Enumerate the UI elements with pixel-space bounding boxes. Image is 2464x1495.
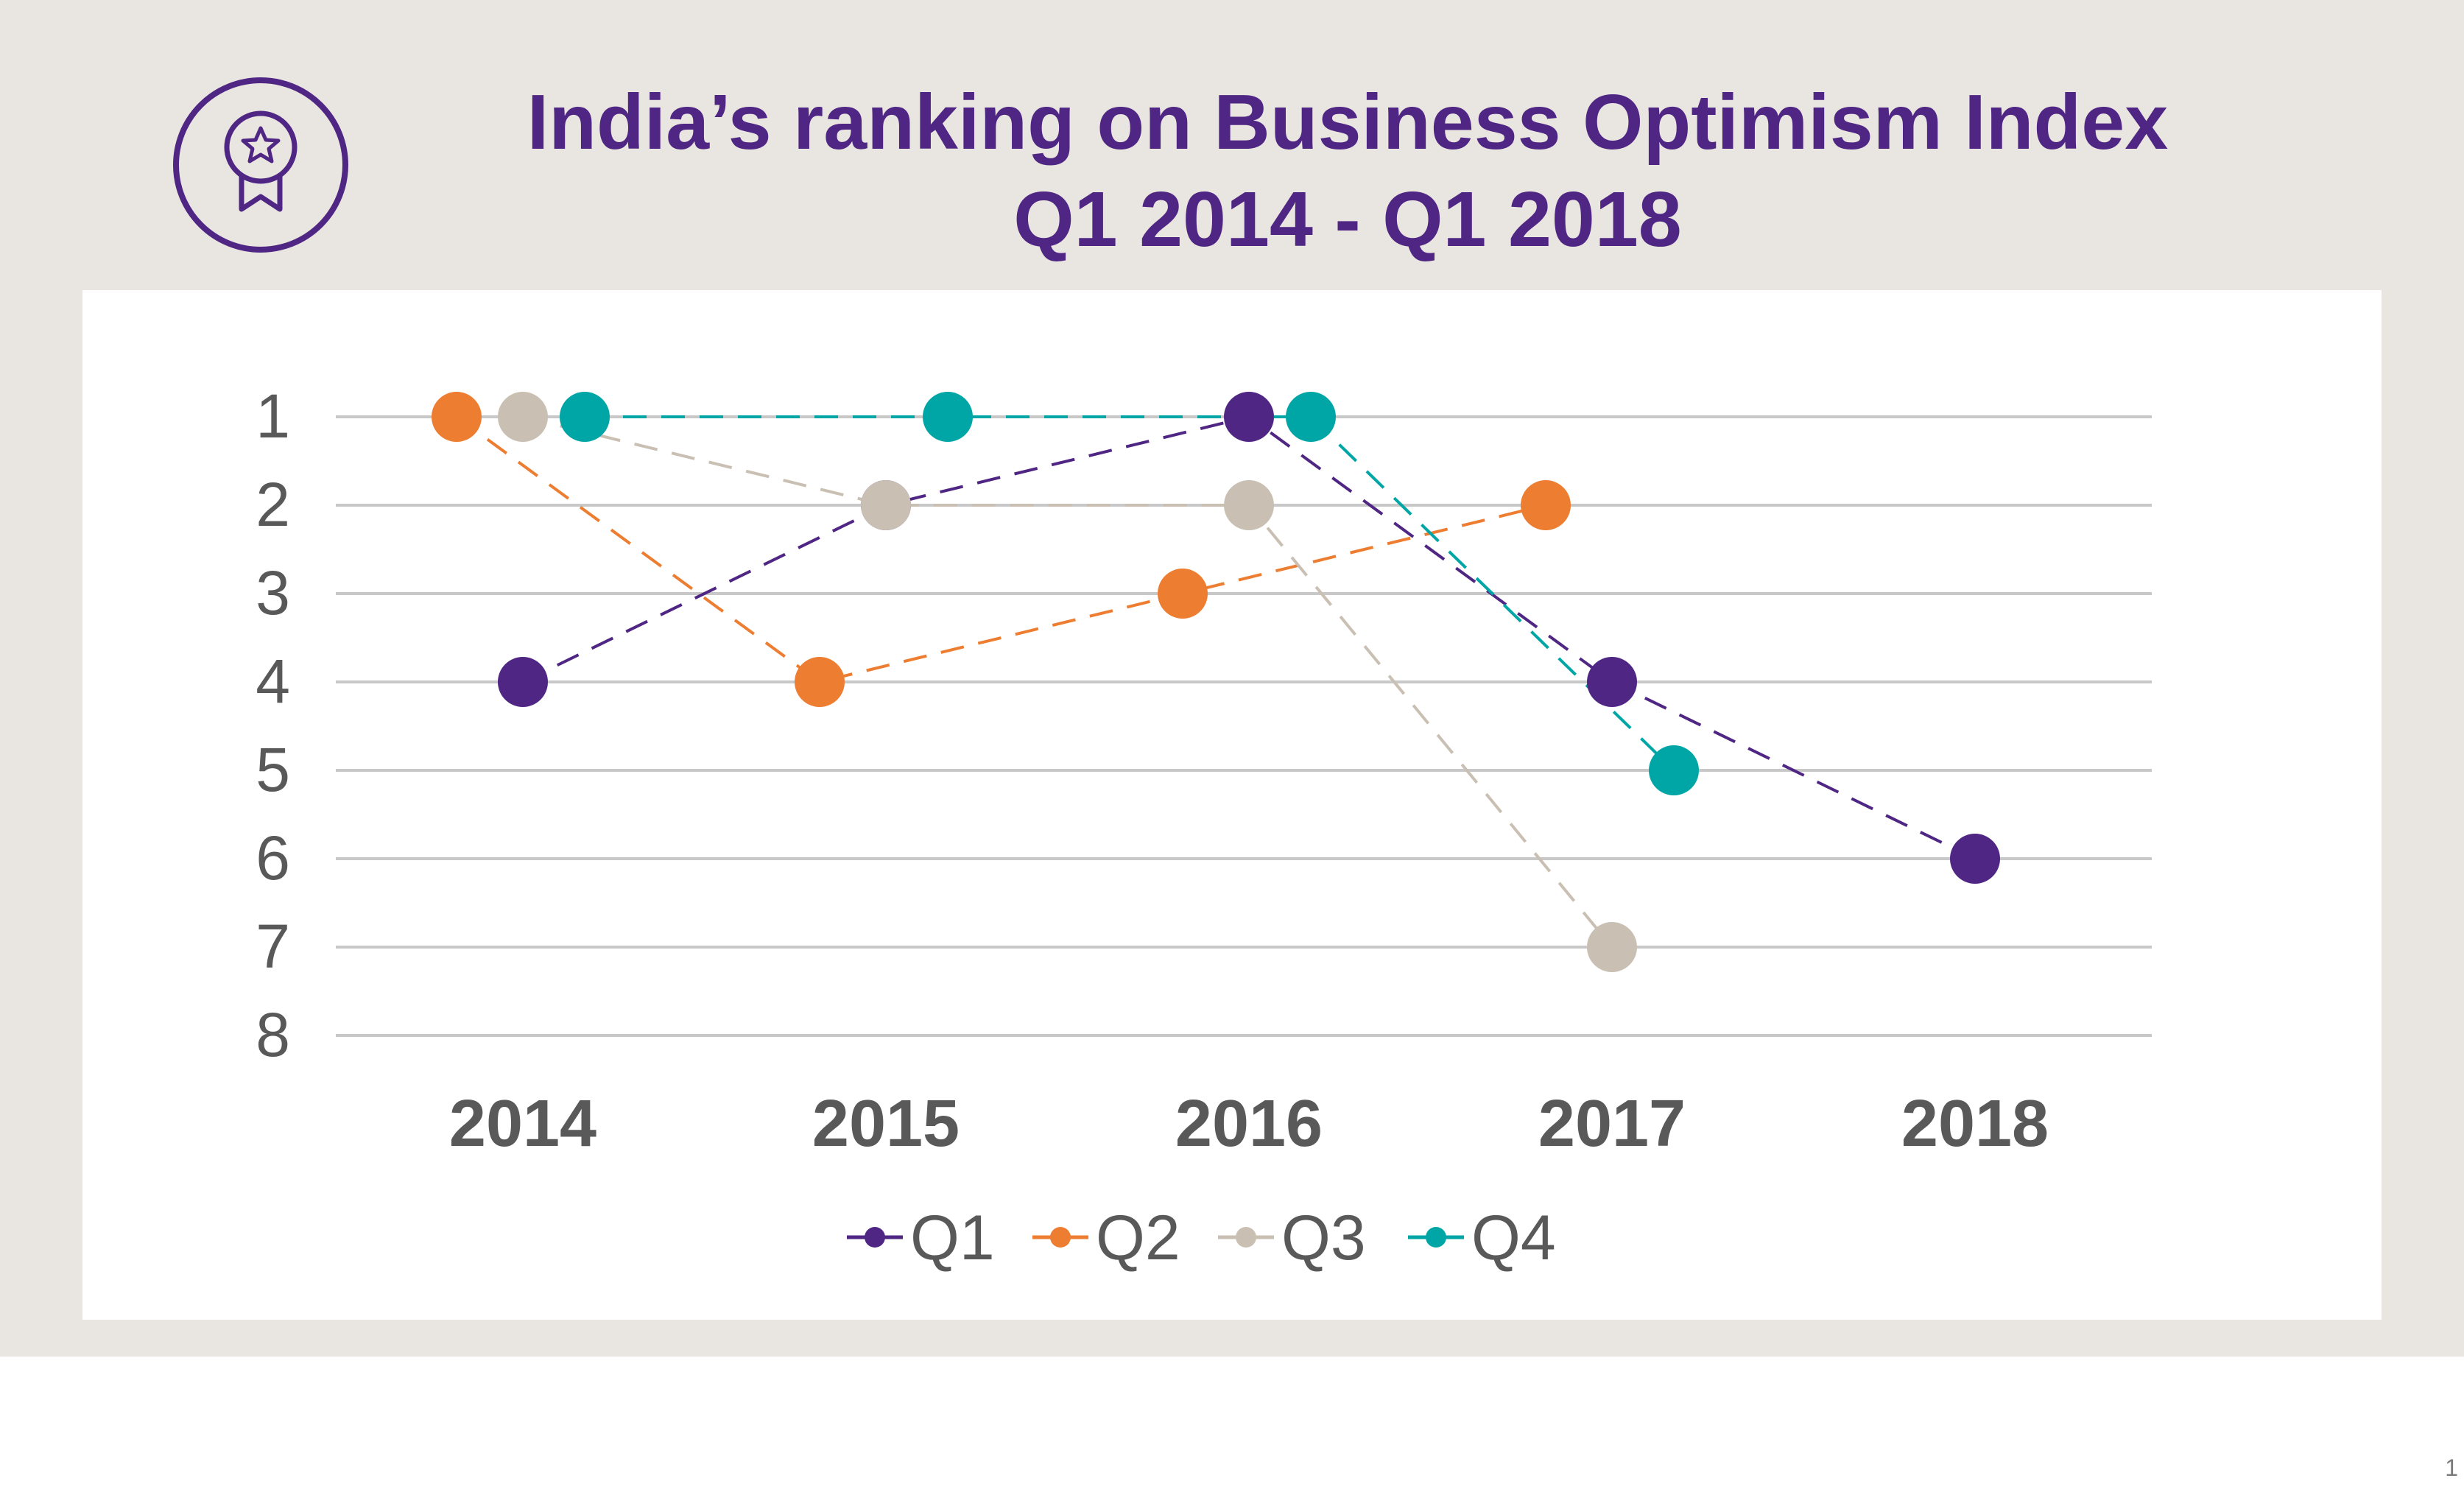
x-tick-label: 2016 <box>1175 1087 1323 1161</box>
legend-marker-q4 <box>1426 1227 1446 1248</box>
legend-label-q1: Q1 <box>910 1203 995 1273</box>
line-chart: 1 2 3 4 5 6 7 8 2014 2015 2016 2017 2018 Q1 Q2 Q3 Q4 <box>256 381 2152 1273</box>
y-tick-label: 5 <box>256 735 290 804</box>
award-badge-icon <box>173 77 348 253</box>
legend-label-q4: Q4 <box>1471 1203 1556 1273</box>
data-point-q3 <box>861 480 911 530</box>
data-point-q4 <box>1649 745 1699 795</box>
y-tick-label: 4 <box>256 647 290 716</box>
data-point-q2 <box>432 392 482 442</box>
x-tick-label: 2018 <box>1901 1087 2049 1161</box>
legend-label-q2: Q2 <box>1096 1203 1180 1273</box>
data-point-q4 <box>560 392 610 442</box>
series-line-q3 <box>522 415 1613 949</box>
legend-marker-q1 <box>865 1227 885 1248</box>
data-point-q1 <box>498 657 548 707</box>
chart-panel: 1 2 3 4 5 6 7 8 2014 2015 2016 2017 2018 Q1 Q2 Q3 Q4 <box>82 290 2382 1320</box>
data-point-q3 <box>498 392 548 442</box>
y-tick-label: 2 <box>256 470 290 539</box>
legend-label-q3: Q3 <box>1281 1203 1366 1273</box>
data-point-q2 <box>1521 480 1571 530</box>
y-tick-label: 3 <box>256 558 290 627</box>
series-line-q2 <box>455 415 1546 684</box>
y-tick-label: 1 <box>256 381 290 451</box>
data-point-q2 <box>795 657 845 707</box>
series-line-q4 <box>585 415 1675 772</box>
legend-marker-q3 <box>1236 1227 1256 1248</box>
data-point-q3 <box>1587 922 1637 972</box>
data-point-q2 <box>1158 569 1208 619</box>
data-point-q3 <box>1224 480 1274 530</box>
legend-marker-q2 <box>1050 1227 1071 1248</box>
data-point-q1 <box>1224 392 1274 442</box>
data-point-q4 <box>1286 392 1336 442</box>
data-point-q1 <box>1587 657 1637 707</box>
chart-title: India’s ranking on Business Optimism Ind… <box>412 74 2283 268</box>
y-tick-label: 8 <box>256 1000 290 1069</box>
data-point-q1 <box>1950 834 2000 884</box>
chart-title-line-2: Q1 2014 - Q1 2018 <box>1013 176 1682 263</box>
x-tick-label: 2015 <box>812 1087 960 1161</box>
page-number: 1 <box>2445 1454 2458 1481</box>
y-tick-label: 6 <box>256 823 290 893</box>
x-tick-label: 2017 <box>1538 1087 1686 1161</box>
data-point-q4 <box>923 392 973 442</box>
y-tick-label: 7 <box>256 912 290 981</box>
x-tick-label: 2014 <box>449 1087 596 1161</box>
chart-title-line-1: India’s ranking on Business Optimism Ind… <box>527 79 2169 166</box>
